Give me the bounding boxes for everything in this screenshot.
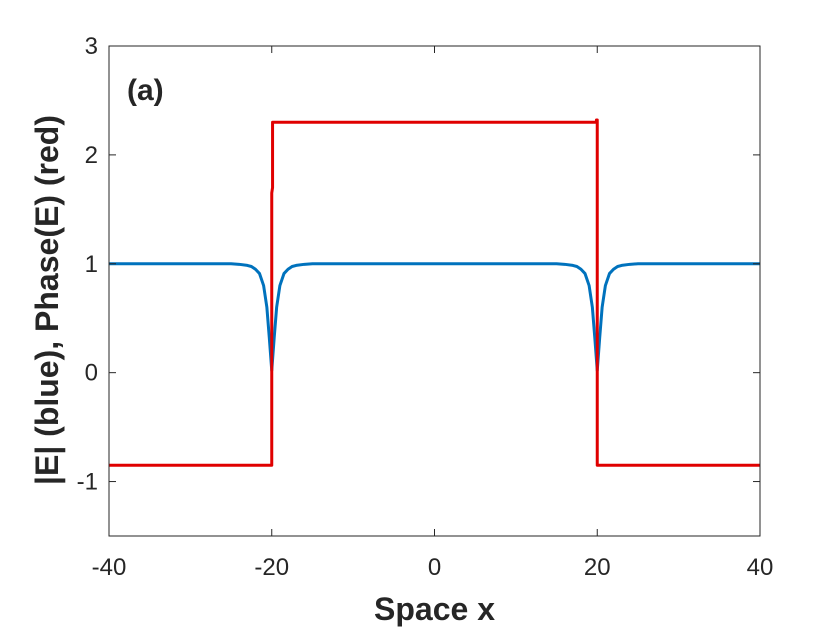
series-line-phase xyxy=(109,118,760,467)
x-tick-label: -40 xyxy=(92,554,127,581)
y-tick-label: 0 xyxy=(85,360,98,387)
y-tick-label: -1 xyxy=(77,469,98,496)
y-tick-label: 2 xyxy=(85,142,98,169)
tick-layer: -40 -20 0 20 40 -1 0 1 2 3 xyxy=(77,33,774,581)
x-tick-label: 0 xyxy=(428,554,441,581)
series-layer xyxy=(109,118,760,467)
plot-background xyxy=(109,46,760,536)
x-axis-label: Space x xyxy=(374,591,495,627)
y-tick-label: 1 xyxy=(85,251,98,278)
y-tick-label: 3 xyxy=(85,33,98,60)
series-line-magnitude xyxy=(109,262,760,372)
x-tick-label: -20 xyxy=(254,554,289,581)
x-tick-label: 20 xyxy=(584,554,611,581)
x-tick-label: 40 xyxy=(747,554,774,581)
y-axis-label: |E| (blue), Phase(E) (red) xyxy=(29,115,65,485)
panel-label: (a) xyxy=(127,74,164,107)
